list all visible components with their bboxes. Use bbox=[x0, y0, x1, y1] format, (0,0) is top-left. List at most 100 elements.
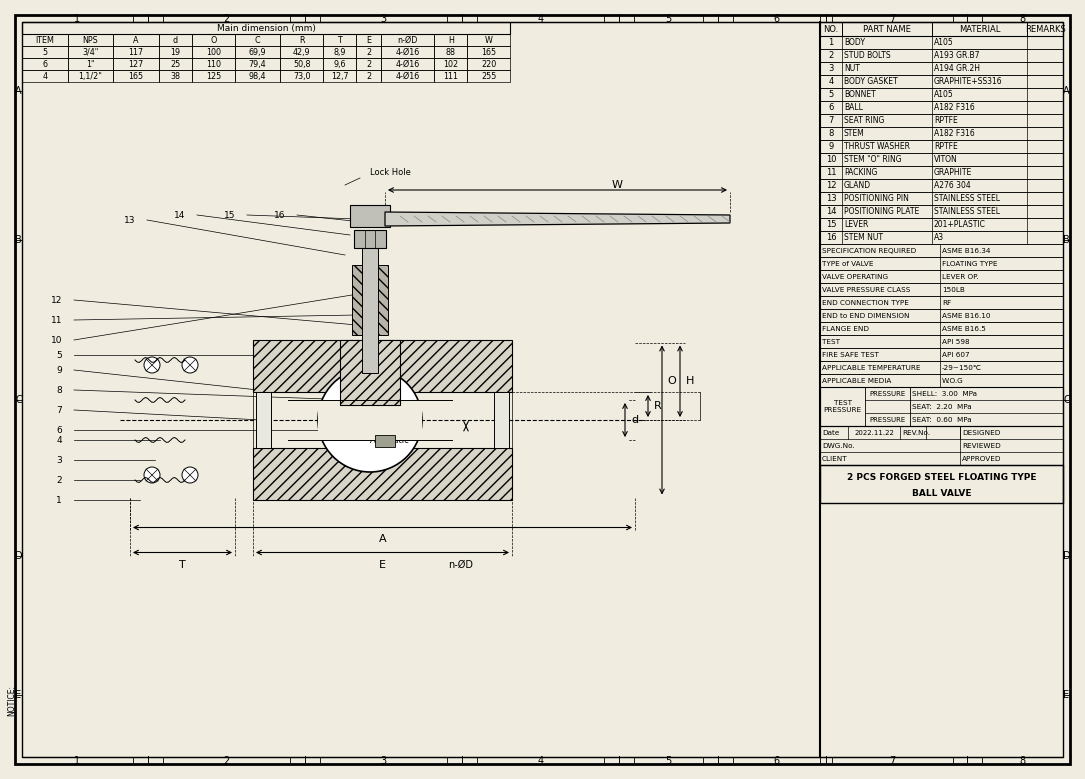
Text: 3: 3 bbox=[381, 756, 386, 766]
Bar bbox=[352, 265, 388, 335]
Text: R: R bbox=[299, 36, 305, 44]
Circle shape bbox=[144, 357, 159, 373]
Text: 5: 5 bbox=[828, 90, 833, 99]
Text: W: W bbox=[485, 36, 493, 44]
Text: STEM: STEM bbox=[844, 129, 865, 138]
Text: THRUST WASHER: THRUST WASHER bbox=[844, 142, 910, 151]
Text: DESIGNED: DESIGNED bbox=[962, 429, 1000, 435]
Text: 102: 102 bbox=[443, 59, 458, 69]
Text: d: d bbox=[173, 36, 178, 44]
Text: BALL: BALL bbox=[844, 103, 863, 112]
Bar bbox=[323, 70, 357, 82]
Text: NPS: NPS bbox=[82, 36, 99, 44]
Text: DWG.No.: DWG.No. bbox=[822, 442, 855, 449]
Text: RPTFE: RPTFE bbox=[934, 142, 958, 151]
Text: 2: 2 bbox=[56, 475, 62, 485]
Text: E: E bbox=[379, 559, 386, 569]
Text: 6: 6 bbox=[56, 425, 62, 435]
Bar bbox=[820, 374, 1063, 387]
Circle shape bbox=[318, 368, 422, 472]
Bar bbox=[158, 58, 192, 70]
Text: 2: 2 bbox=[224, 756, 230, 766]
Bar bbox=[820, 270, 1063, 283]
Bar bbox=[468, 58, 510, 70]
Text: I: I bbox=[146, 756, 150, 766]
Text: n-ØD: n-ØD bbox=[397, 36, 418, 44]
Bar bbox=[357, 34, 381, 46]
Text: I: I bbox=[460, 756, 463, 766]
Text: 12,7: 12,7 bbox=[331, 72, 348, 80]
Bar bbox=[22, 58, 67, 70]
Bar bbox=[323, 58, 357, 70]
Text: O: O bbox=[210, 36, 217, 44]
Text: VALVE OPERATING: VALVE OPERATING bbox=[822, 273, 889, 280]
Text: R: R bbox=[654, 401, 662, 411]
Bar bbox=[820, 309, 1063, 322]
Text: POSITIONING PIN: POSITIONING PIN bbox=[844, 194, 909, 203]
Text: 50,8: 50,8 bbox=[293, 59, 310, 69]
Text: I: I bbox=[966, 13, 969, 23]
Text: I: I bbox=[304, 756, 306, 766]
Text: 8: 8 bbox=[56, 386, 62, 394]
Bar bbox=[192, 70, 234, 82]
Text: 8: 8 bbox=[1020, 756, 1025, 766]
Text: 111: 111 bbox=[443, 72, 458, 80]
Text: Main dimension (mm): Main dimension (mm) bbox=[217, 23, 316, 33]
Text: API 607: API 607 bbox=[942, 351, 970, 358]
Text: Date: Date bbox=[822, 429, 840, 435]
Text: W: W bbox=[612, 180, 623, 190]
Text: 1: 1 bbox=[56, 495, 62, 505]
Text: 16: 16 bbox=[273, 210, 285, 220]
Text: 14: 14 bbox=[826, 207, 837, 216]
Text: A276 304: A276 304 bbox=[934, 181, 971, 190]
Text: 5: 5 bbox=[56, 351, 62, 359]
Text: 255: 255 bbox=[481, 72, 497, 80]
Bar bbox=[820, 192, 1063, 205]
Bar bbox=[494, 392, 509, 448]
Text: I: I bbox=[716, 13, 719, 23]
Text: ITEM: ITEM bbox=[36, 36, 54, 44]
Bar bbox=[820, 283, 1063, 296]
Text: 2: 2 bbox=[366, 72, 371, 80]
Bar bbox=[820, 179, 1063, 192]
Bar bbox=[820, 62, 1063, 75]
Text: E: E bbox=[1063, 689, 1070, 700]
Text: 8,9: 8,9 bbox=[333, 48, 346, 57]
Text: 7: 7 bbox=[56, 406, 62, 414]
Text: 4-Ø16: 4-Ø16 bbox=[395, 72, 420, 80]
Bar bbox=[256, 392, 271, 448]
Bar bbox=[22, 46, 67, 58]
Text: A182 F316: A182 F316 bbox=[934, 103, 974, 112]
Text: TYPE of VALVE: TYPE of VALVE bbox=[822, 260, 873, 266]
Text: 15: 15 bbox=[826, 220, 837, 229]
Bar bbox=[434, 70, 468, 82]
Polygon shape bbox=[512, 343, 635, 498]
Text: C: C bbox=[15, 395, 22, 405]
Text: TEST: TEST bbox=[822, 339, 840, 344]
Text: STUD BOLTS: STUD BOLTS bbox=[844, 51, 891, 60]
Bar bbox=[113, 46, 158, 58]
Bar bbox=[820, 153, 1063, 166]
Text: 8: 8 bbox=[1020, 13, 1025, 23]
Bar bbox=[280, 58, 323, 70]
Text: 98,4: 98,4 bbox=[248, 72, 267, 80]
Text: 2: 2 bbox=[366, 59, 371, 69]
Text: FIRE SAFE TEST: FIRE SAFE TEST bbox=[822, 351, 879, 358]
Bar bbox=[820, 322, 1063, 335]
Bar bbox=[820, 36, 1063, 49]
Bar bbox=[820, 127, 1063, 140]
Text: 25: 25 bbox=[170, 59, 181, 69]
Text: NOTICE:: NOTICE: bbox=[8, 685, 16, 715]
Text: 1: 1 bbox=[828, 38, 833, 47]
Text: 4: 4 bbox=[537, 13, 544, 23]
Text: 4: 4 bbox=[56, 435, 62, 445]
Text: 11: 11 bbox=[826, 168, 837, 177]
Text: BONNET: BONNET bbox=[844, 90, 876, 99]
Text: ASME B16.34: ASME B16.34 bbox=[942, 248, 991, 253]
Bar bbox=[820, 49, 1063, 62]
Bar bbox=[820, 296, 1063, 309]
Text: 69,9: 69,9 bbox=[248, 48, 267, 57]
Text: BODY GASKET: BODY GASKET bbox=[844, 77, 897, 86]
Text: LEVER OP.: LEVER OP. bbox=[942, 273, 979, 280]
Text: MATERIAL: MATERIAL bbox=[959, 24, 1000, 33]
